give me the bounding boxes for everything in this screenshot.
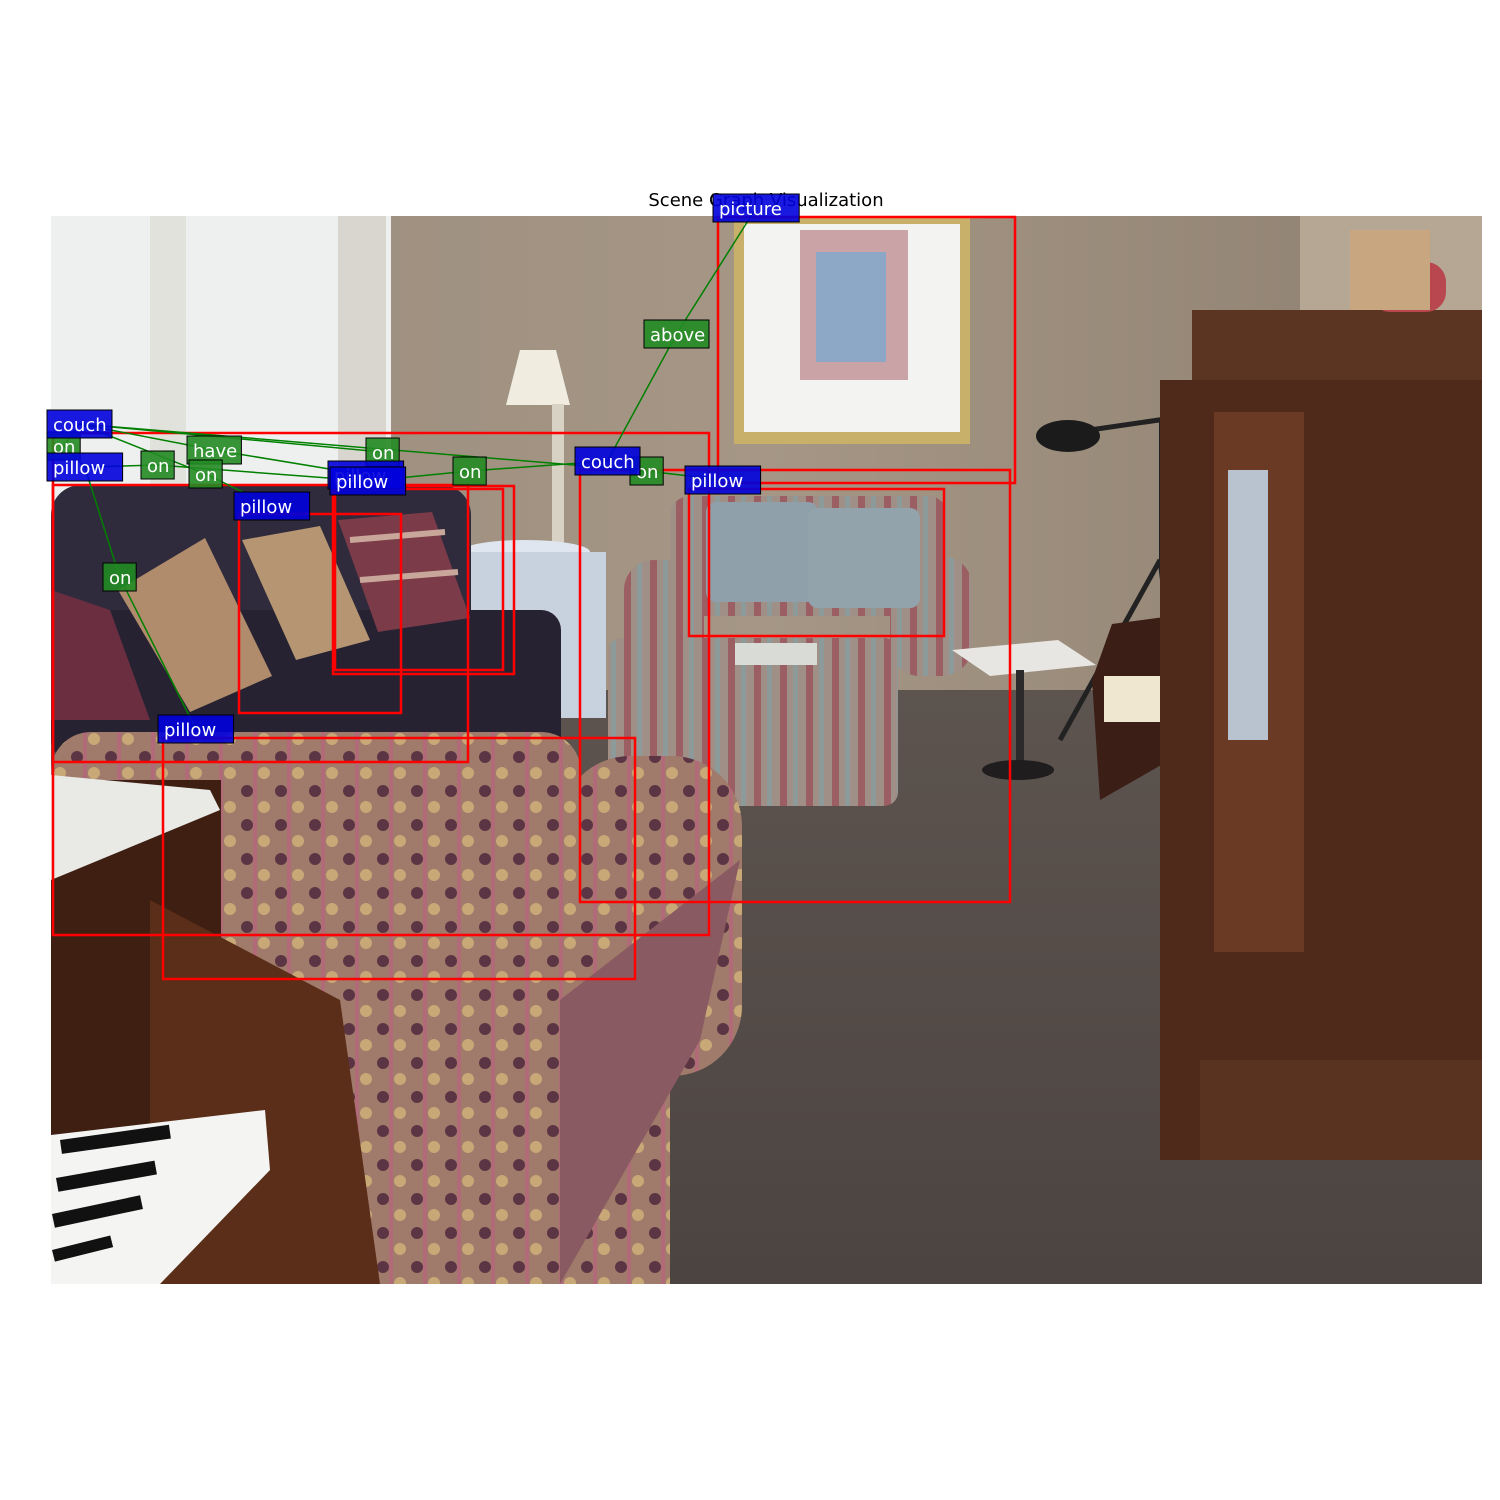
relation-label-above: above [643, 319, 710, 349]
bounding-boxes [51, 215, 1017, 981]
relation-label-on-bg [102, 562, 137, 592]
relation-label-on-text: on [147, 456, 169, 477]
object-label-couch: couch [574, 446, 641, 476]
stripe-detail [349, 529, 446, 543]
loveseat-pillow-b [808, 508, 920, 608]
ottoman-tray [735, 643, 817, 665]
cabinet-base [1200, 1060, 1482, 1160]
relation-label-on: on [452, 456, 487, 486]
small-table-leg [1016, 670, 1024, 770]
tv-screen [1228, 470, 1268, 740]
picture-art-detail [816, 252, 886, 362]
cabinet-body [1160, 380, 1482, 1160]
relation-label-have-bg [186, 435, 242, 465]
object-label-pillow: pillow [233, 491, 311, 521]
object-label-couch-bg [574, 446, 641, 476]
piano-black-keys [51, 1124, 171, 1262]
relation-label-on-text: on [195, 465, 217, 486]
object-label-picture-bg [712, 193, 800, 223]
small-table-top [952, 640, 1096, 676]
bbox-pillow [237, 512, 403, 715]
lamp-shade [506, 350, 570, 405]
relation-label-on-bg [452, 456, 487, 486]
stripe-detail [359, 569, 459, 583]
relation-label-on: on [102, 562, 137, 592]
relation-label-have: have [186, 435, 242, 465]
shelf-frame [1350, 230, 1430, 310]
object-label-couch-bg [46, 409, 113, 439]
relation-label-have-text: have [193, 441, 237, 462]
relation-label-on-bg [140, 450, 175, 480]
chair-seat [1104, 676, 1170, 722]
bbox-couch [578, 468, 1012, 904]
object-label-pillow: pillow [157, 714, 235, 744]
floor-lamp-head [1036, 420, 1100, 452]
object-label-picture: picture [712, 193, 800, 223]
object-label-pillow: pillow [684, 465, 762, 495]
object-label-couch-text: couch [53, 415, 107, 436]
object-label-picture-text: picture [719, 199, 782, 220]
piano-lid [51, 775, 220, 880]
relation-label-on-bg [188, 459, 223, 489]
bbox-pillow [51, 483, 470, 764]
bbox-pillow [331, 484, 516, 676]
loveseat-pillow-a [706, 502, 818, 602]
small-table-base [982, 760, 1054, 780]
object-label-pillow-bg [233, 491, 311, 521]
relation-label-above-bg [643, 319, 710, 349]
relation-label-on: on [188, 459, 223, 489]
left-arm-pillow [51, 590, 150, 720]
bbox-pillow [161, 736, 637, 981]
object-label-pillow-bg [157, 714, 235, 744]
object-label-pillow-text: pillow [164, 720, 216, 741]
object-label-couch-text: couch [581, 452, 635, 473]
relation-label-above-text: above [650, 325, 705, 346]
relation-label-on-text: on [109, 568, 131, 589]
bbox-pillow [687, 487, 946, 638]
relation-label-on: on [629, 456, 664, 486]
striped-pillow [338, 512, 470, 632]
paisley-sofa-side [560, 860, 740, 1284]
object-label-pillow: pillow [46, 452, 124, 482]
tan-pillow-b [242, 526, 370, 660]
bbox-picture [716, 215, 1017, 485]
relation-label-on: on [140, 450, 175, 480]
object-label-pillow: pillow [329, 466, 407, 496]
object-label-pillow-text: pillow [240, 497, 292, 518]
tan-pillow-a [118, 538, 272, 712]
relation-label-on-text: on [636, 462, 658, 483]
bbox-pillow [333, 487, 505, 672]
relation-label-on-text: on [372, 443, 394, 464]
relation-label-on-text: on [459, 462, 481, 483]
scene-photo [51, 216, 1482, 1284]
object-label-couch: couch [46, 409, 113, 439]
object-label-pillow-bg [684, 465, 762, 495]
object-label-pillow-text: pillow [336, 472, 388, 493]
object-label-pillow-text: pillow [53, 458, 105, 479]
object-label-pillow-bg [46, 452, 124, 482]
object-label-pillow-text: pillow [691, 471, 743, 492]
object-label-pillow-bg [329, 466, 407, 496]
cabinet-top [1192, 310, 1482, 390]
lamp-pole [552, 404, 564, 564]
